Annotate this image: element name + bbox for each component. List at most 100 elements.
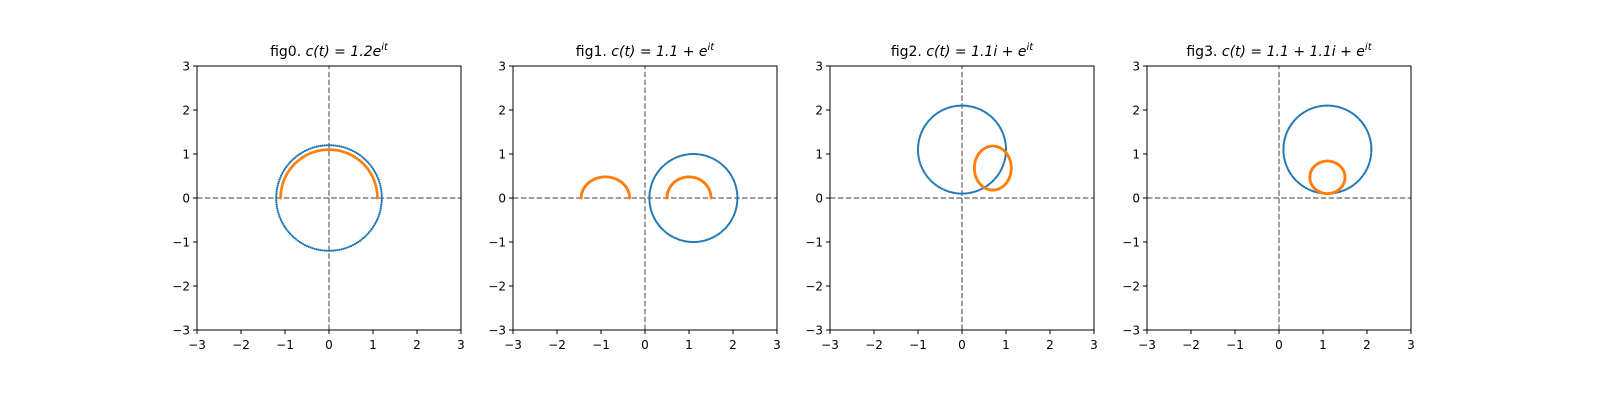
data-point <box>275 198 278 202</box>
x-tick-label: 0 <box>641 338 649 352</box>
data-point <box>378 182 381 185</box>
data-point <box>334 249 337 252</box>
data-point <box>315 248 318 251</box>
data-point <box>302 242 305 246</box>
data-point <box>695 153 698 156</box>
x-tick-label: 1 <box>1002 338 1010 352</box>
data-point <box>373 222 377 225</box>
data-point <box>327 249 331 252</box>
data-point <box>275 188 278 191</box>
data-point <box>374 172 378 176</box>
data-point <box>699 240 702 243</box>
data-point <box>955 104 958 107</box>
data-point <box>960 192 964 195</box>
data-point <box>665 196 669 200</box>
data-point <box>380 188 383 191</box>
data-point <box>690 240 693 244</box>
data-point <box>1283 136 1287 139</box>
data-point <box>289 232 292 235</box>
data-point <box>346 147 349 150</box>
data-point <box>311 146 314 149</box>
x-tick-label: 3 <box>773 338 781 352</box>
data-point <box>332 249 335 252</box>
data-point <box>917 153 920 156</box>
data-point <box>918 158 921 161</box>
data-point <box>692 152 695 156</box>
data-point <box>336 249 339 252</box>
data-point <box>281 222 285 225</box>
data-point <box>284 226 287 229</box>
data-point <box>277 182 280 185</box>
data-point <box>296 154 300 157</box>
data-point <box>298 240 301 243</box>
data-point <box>285 227 288 231</box>
y-tick-label: 1 <box>1132 148 1140 162</box>
x-tick-label: 2 <box>1046 338 1054 352</box>
y-tick-label: −3 <box>488 324 506 338</box>
x-tick-label: 1 <box>685 338 693 352</box>
data-point <box>690 152 693 156</box>
data-point <box>380 194 383 198</box>
data-point <box>295 155 298 158</box>
data-point <box>648 202 651 205</box>
data-point <box>282 169 286 172</box>
data-point <box>1370 151 1373 155</box>
x-tick-label: 2 <box>729 338 737 352</box>
data-point <box>309 246 312 249</box>
data-point <box>1328 104 1331 107</box>
data-point <box>964 104 967 107</box>
data-point <box>276 209 279 212</box>
data-point <box>1282 155 1286 158</box>
data-point <box>1314 106 1317 109</box>
data-point <box>338 248 341 251</box>
y-tick-label: −1 <box>805 236 823 250</box>
data-point <box>702 239 705 242</box>
data-point <box>957 104 960 107</box>
data-point <box>284 167 287 170</box>
series-0 <box>1282 104 1373 195</box>
data-point <box>275 194 278 198</box>
data-point <box>579 196 583 200</box>
data-point <box>366 232 369 235</box>
data-point <box>704 239 707 242</box>
subplot-2: −3 −2 −1 0 1 2 3 −3 −2 −1 0 1 2 3 fig2. c(t) = 1.1i + … <box>805 42 1098 352</box>
data-point <box>735 205 738 208</box>
data-point <box>736 195 739 198</box>
data-point <box>1009 166 1013 170</box>
x-tick-label: −2 <box>548 338 566 352</box>
data-point <box>697 153 700 156</box>
data-point <box>1282 145 1285 148</box>
data-point <box>959 192 962 195</box>
data-point <box>917 141 920 144</box>
data-point <box>334 144 337 147</box>
data-point <box>1370 145 1373 148</box>
data-point <box>683 240 686 243</box>
data-point <box>279 174 283 177</box>
data-point <box>1324 104 1327 107</box>
data-point <box>380 192 383 195</box>
data-point <box>1004 139 1007 143</box>
x-tick-label: −1 <box>276 338 294 352</box>
data-point <box>685 240 688 243</box>
data-point <box>279 219 283 222</box>
series-0 <box>275 144 383 252</box>
y-tick-label: −2 <box>172 280 190 294</box>
data-point <box>1370 148 1373 151</box>
data-point <box>375 219 379 222</box>
subplot-1: −3 −2 −1 0 1 2 3 −3 −2 −1 0 1 2 3 fig1. c(t) = 1.1 + e… <box>488 42 781 352</box>
y-tick-label: −1 <box>1122 236 1140 250</box>
data-point <box>917 139 920 143</box>
data-point <box>307 245 310 248</box>
data-point <box>323 144 326 147</box>
data-point <box>340 248 343 251</box>
data-point <box>1282 150 1285 153</box>
data-point <box>1370 146 1373 149</box>
data-point <box>734 210 737 213</box>
data-point <box>648 200 651 203</box>
subplot-0: −3 −2 −1 0 1 2 3 −3 −2 −1 0 1 2 3 fig0. c(t) = 1.2eit <box>172 42 465 352</box>
data-point <box>700 240 704 243</box>
data-point <box>363 158 366 161</box>
data-point <box>278 178 281 181</box>
data-point <box>682 239 685 242</box>
y-tick-label: −1 <box>488 236 506 250</box>
